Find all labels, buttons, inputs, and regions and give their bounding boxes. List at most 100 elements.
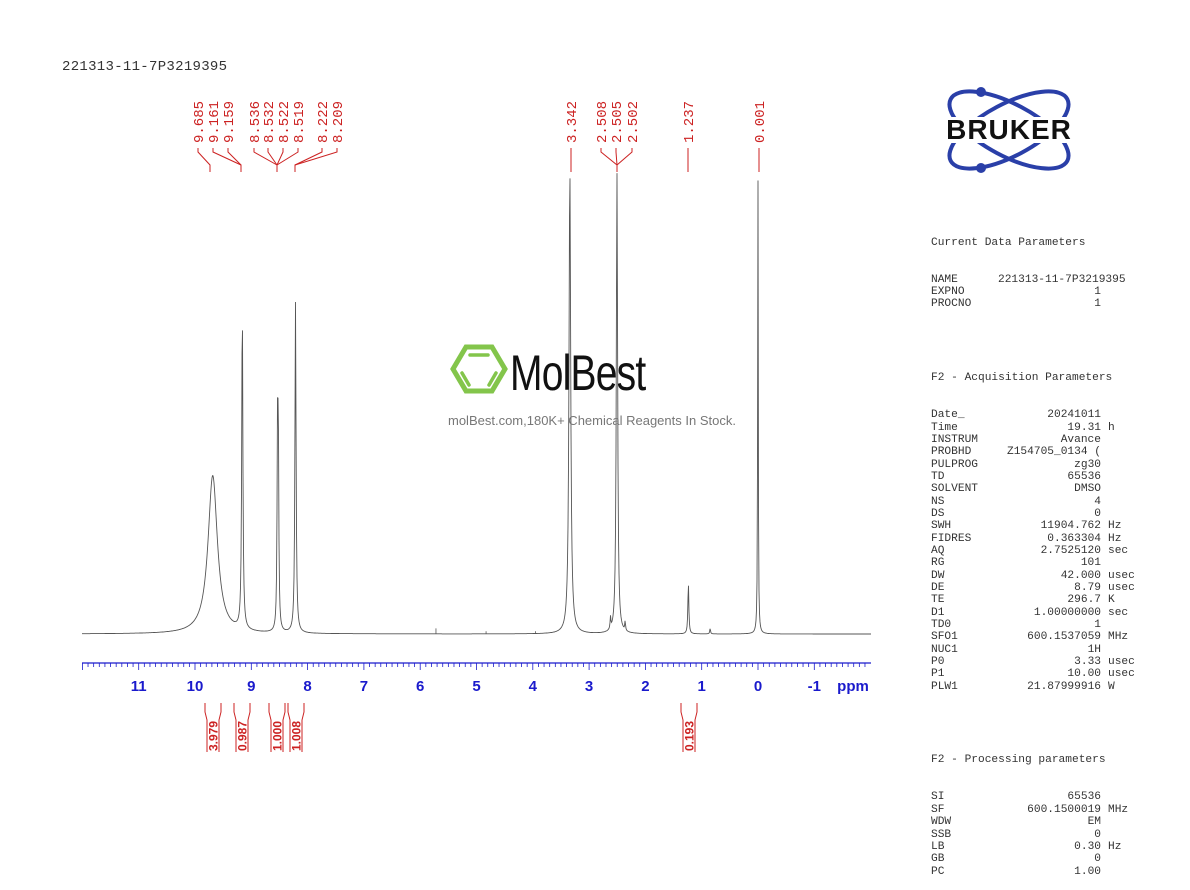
- param-key: TE: [931, 594, 945, 607]
- axis-tick-label: -1: [808, 678, 821, 695]
- integral-bracket: [204, 703, 222, 752]
- processing-rows: SI 65536 SF 600.1500019 MHz WDW EM SSB 0 LB 0.30 Hz…: [931, 791, 1135, 877]
- param-row-name: NAME 221313-11-7P3219395: [931, 274, 1135, 286]
- integral-value: 1.000: [271, 721, 285, 751]
- param-row-p0: P0 3.33 usec: [931, 656, 1135, 668]
- param-value: Avance: [1060, 433, 1101, 446]
- param-key: PULPROG: [931, 458, 978, 471]
- ppm-axis: 11 10 9 8 7 6 5 4 3 2 1 0 -1 ppm: [82, 662, 871, 695]
- param-key: DE: [931, 581, 945, 594]
- param-value: 11904.762: [1040, 520, 1101, 533]
- param-row-fidres: FIDRES 0.363304 Hz: [931, 533, 1135, 545]
- param-unit: [1101, 866, 1108, 878]
- current-data-rows: NAME 221313-11-7P3219395 EXPNO 1 PROCNO 1: [931, 274, 1135, 311]
- param-value: zg30: [1074, 458, 1101, 471]
- param-value: 1.00000000: [1033, 606, 1101, 619]
- param-row-gb: GB 0: [931, 853, 1135, 865]
- param-value: DMSO: [1074, 483, 1101, 496]
- axis-tick-label: 9: [247, 678, 255, 695]
- param-row-pulprog: PULPROG zg30: [931, 459, 1135, 471]
- param-value: 296.7: [1067, 594, 1101, 607]
- param-key: SF: [931, 803, 945, 816]
- integral-labels: 3.979 0.987 1.000 1.008 0.193: [204, 703, 698, 752]
- param-row-p1: P1 10.00 usec: [931, 668, 1135, 680]
- param-row-de: DE 8.79 usec: [931, 582, 1135, 594]
- param-key: PC: [931, 865, 945, 878]
- param-unit: [1101, 298, 1108, 310]
- param-key: SI: [931, 791, 945, 804]
- param-unit: [1101, 459, 1108, 471]
- molbest-watermark-icon: [450, 344, 508, 394]
- peak-label: 2.502: [626, 101, 642, 143]
- param-key: SFO1: [931, 631, 958, 644]
- param-key: PLW1: [931, 680, 958, 693]
- param-row-dw: DW 42.000 usec: [931, 570, 1135, 582]
- peak-label: 9.159: [222, 101, 238, 143]
- axis-tick-label: 11: [131, 678, 147, 695]
- param-value: 600.1537059: [1027, 631, 1101, 644]
- acquisition-parameters-panel: Current Data Parameters NAME 221313-11-7P…: [931, 212, 1135, 890]
- param-key: SSB: [931, 828, 952, 841]
- param-row-ds: DS 0: [931, 508, 1135, 520]
- param-key: SOLVENT: [931, 483, 978, 496]
- peak-label: 8.536: [248, 101, 264, 143]
- axis-tick-label: 4: [529, 678, 538, 695]
- param-key: INSTRUM: [931, 433, 978, 446]
- param-unit: usec: [1108, 656, 1135, 669]
- param-key: P1: [931, 668, 945, 681]
- peak-label: 9.161: [207, 101, 223, 143]
- param-row-expno: EXPNO 1: [931, 286, 1135, 298]
- axis-unit-label: ppm: [837, 678, 869, 695]
- param-row-procno: PROCNO 1: [931, 298, 1135, 310]
- param-unit: [1101, 483, 1108, 495]
- param-value: 3.33: [1074, 656, 1101, 669]
- current-data-title: Current Data Parameters: [931, 236, 1086, 249]
- axis-tick-label: 1: [698, 678, 706, 695]
- molbest-tagline: molBest.com,180K+ Chemical Reagents In S…: [448, 413, 736, 428]
- peak-label: 8.222: [316, 101, 332, 143]
- peak-label: 8.522: [277, 101, 293, 143]
- peak-label: 3.342: [565, 101, 581, 143]
- param-row-si: SI 65536: [931, 791, 1135, 803]
- param-value: 0: [1094, 853, 1101, 866]
- param-unit: [1101, 829, 1108, 841]
- integral-bracket: [287, 703, 305, 752]
- integral-bracket: [268, 703, 286, 752]
- peak-label: 8.532: [262, 101, 278, 143]
- param-value: 1H: [1087, 643, 1101, 656]
- axis-tick-label: 5: [472, 678, 480, 695]
- axis-tick-label: 10: [187, 678, 204, 695]
- param-unit: MHz: [1108, 631, 1129, 644]
- param-row-wdw: WDW EM: [931, 816, 1135, 828]
- param-row-aq: AQ 2.7525120 sec: [931, 545, 1135, 557]
- param-value: 4: [1094, 495, 1101, 508]
- axis-tick-label: 3: [585, 678, 593, 695]
- integral-value: 0.193: [683, 721, 697, 751]
- param-row-d1: D1 1.00000000 sec: [931, 607, 1135, 619]
- param-row-ssb: SSB 0: [931, 829, 1135, 841]
- param-unit: [1101, 409, 1108, 421]
- param-value: 10.00: [1067, 668, 1101, 681]
- param-value: 19.31: [1067, 421, 1101, 434]
- param-key: Time: [931, 421, 958, 434]
- param-unit: [1126, 274, 1133, 286]
- param-value: 1: [1094, 286, 1101, 299]
- param-row-td0: TD0 1: [931, 619, 1135, 631]
- peak-label: 1.237: [682, 101, 698, 143]
- param-key: DS: [931, 507, 945, 520]
- acquisition-title: F2 - Acquisition Parameters: [931, 372, 1113, 385]
- param-key: WDW: [931, 816, 952, 829]
- param-unit: h: [1108, 421, 1115, 434]
- param-value: 1.00: [1074, 865, 1101, 878]
- param-value: 600.1500019: [1027, 803, 1101, 816]
- spectrum-line: [82, 173, 871, 635]
- param-key: TD: [931, 470, 945, 483]
- param-row-instrum: INSTRUM Avance: [931, 434, 1135, 446]
- axis-tick-label: 7: [360, 678, 368, 695]
- param-key: EXPNO: [931, 286, 965, 299]
- param-key: RG: [931, 557, 945, 570]
- param-key: NS: [931, 495, 945, 508]
- sample-name-title: 221313-11-7P3219395: [62, 59, 228, 75]
